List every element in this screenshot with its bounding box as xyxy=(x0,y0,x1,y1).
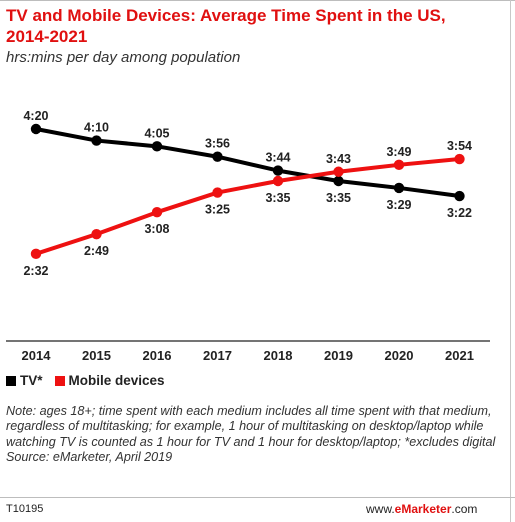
frame-edge xyxy=(510,0,511,522)
legend-swatch-tv xyxy=(6,375,16,386)
x-tick-label: 2019 xyxy=(324,348,353,363)
source-text: Source: eMarketer, April 2019 xyxy=(6,449,173,464)
x-tick-label: 2020 xyxy=(385,348,414,363)
tv-data-point xyxy=(454,190,465,202)
x-tick-label: 2021 xyxy=(445,348,474,363)
chart-legend: TV* Mobile devices xyxy=(6,373,171,388)
brand-suffix: .com xyxy=(451,502,478,516)
tv-data-label: 3:44 xyxy=(265,151,290,165)
top-rule xyxy=(0,0,515,1)
tv-data-point xyxy=(393,182,405,194)
line-chart: 2014 2015 2016 2017 2018 2019 2020 2021 4:20 4:10… xyxy=(6,109,490,363)
legend-label-mobile: Mobile devices xyxy=(68,373,165,388)
tv-data-label: 3:35 xyxy=(326,191,351,205)
legend-item-mobile: Mobile devices xyxy=(54,373,165,388)
tv-data-label: 4:05 xyxy=(144,126,169,140)
mobile-data-point xyxy=(91,228,102,240)
tv-data-label: 4:10 xyxy=(84,121,109,135)
mobile-data-label: 2:32 xyxy=(23,264,48,278)
chart-notes: Note: ages 18+; time spent with each med… xyxy=(6,404,498,465)
tv-data-label: 3:56 xyxy=(205,137,230,151)
mobile-data-point xyxy=(151,207,163,218)
chart-title: TV and Mobile Devices: Average Time Spen… xyxy=(6,6,446,46)
mobile-series-line xyxy=(34,157,462,256)
chart-subtitle: hrs:mins per day among population xyxy=(6,49,241,66)
mobile-data-point xyxy=(454,153,465,165)
tv-data-label: 3:22 xyxy=(447,206,472,220)
tv-data-label: 3:29 xyxy=(386,198,411,212)
x-tick-label: 2016 xyxy=(143,348,172,363)
mobile-data-label: 3:49 xyxy=(386,145,411,159)
mobile-data-point xyxy=(30,248,42,260)
mobile-data-label: 3:54 xyxy=(447,139,472,153)
mobile-data-label: 2:49 xyxy=(84,244,109,258)
tv-data-point xyxy=(151,141,163,152)
brand-prefix: www. xyxy=(366,502,395,516)
legend-label-tv: TV* xyxy=(20,373,43,388)
mobile-data-point xyxy=(333,166,344,177)
x-tick-label: 2014 xyxy=(22,348,52,363)
mobile-data-label: 3:35 xyxy=(265,191,290,205)
mobile-data-label: 3:25 xyxy=(205,203,230,217)
x-tick-label: 2015 xyxy=(82,348,111,363)
tv-data-point xyxy=(91,135,102,146)
tv-data-point xyxy=(212,151,223,162)
tv-data-point xyxy=(272,165,284,176)
x-tick-label: 2018 xyxy=(264,348,293,363)
note-text: Note: ages 18+; time spent with each med… xyxy=(6,404,496,449)
mobile-data-point xyxy=(393,159,405,171)
tv-data-point xyxy=(333,175,344,187)
tv-data-label: 4:20 xyxy=(23,109,48,123)
mobile-data-point xyxy=(272,175,284,187)
brand-name: eMarketer xyxy=(394,502,452,516)
mobile-data-label: 3:08 xyxy=(144,222,169,236)
legend-swatch-mobile xyxy=(54,375,65,386)
tv-series-line xyxy=(34,127,462,199)
bottom-rule xyxy=(0,497,515,498)
tv-data-point xyxy=(30,123,42,135)
x-tick-label: 2017 xyxy=(203,348,232,363)
chart-id: T10195 xyxy=(6,503,44,515)
mobile-data-label: 3:43 xyxy=(326,152,351,166)
mobile-data-point xyxy=(212,187,223,198)
legend-item-tv: TV* xyxy=(6,373,43,388)
brand-link[interactable]: www.eMarketer.com xyxy=(366,502,477,516)
